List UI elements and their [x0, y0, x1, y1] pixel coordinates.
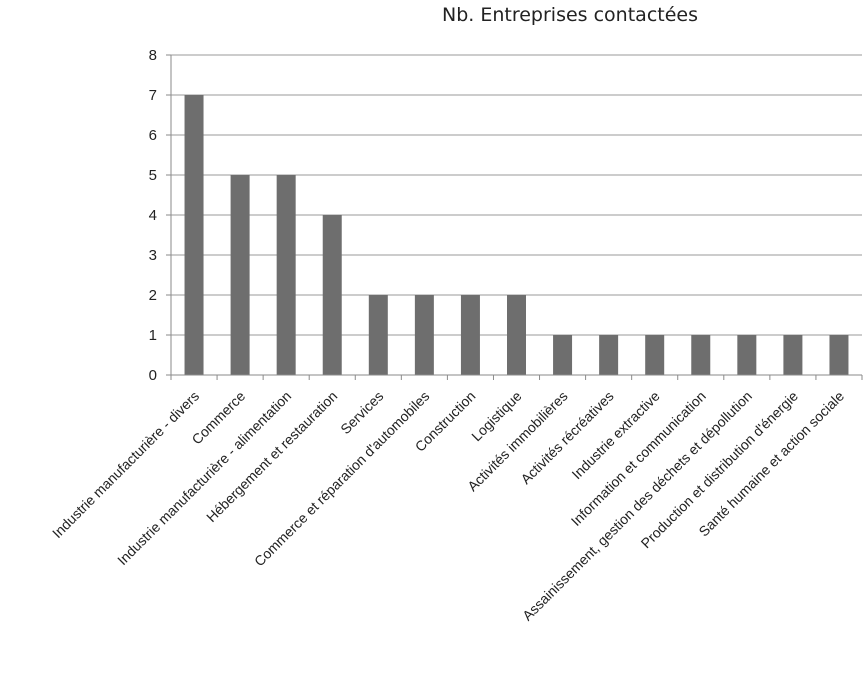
bar	[829, 335, 849, 375]
bar	[783, 335, 803, 375]
y-tick-label: 2	[149, 287, 157, 304]
chart-title: Nb. Entreprises contactées	[442, 4, 698, 26]
y-tick-label: 0	[149, 367, 157, 384]
y-tick-label: 8	[149, 47, 157, 64]
bar	[737, 335, 757, 375]
bar	[184, 95, 204, 375]
bar	[553, 335, 573, 375]
x-tick-label: Industrie manufacturière - divers	[49, 388, 202, 541]
y-tick-label: 4	[149, 207, 157, 224]
bar	[414, 295, 434, 375]
bar	[276, 175, 296, 375]
y-tick-label: 5	[149, 167, 157, 184]
bar	[691, 335, 711, 375]
bar	[460, 295, 480, 375]
bar	[507, 295, 526, 375]
y-tick-label: 3	[149, 247, 157, 264]
x-tick-label: Industrie extractive	[568, 388, 663, 483]
y-tick-label: 6	[149, 127, 157, 144]
y-tick-label: 1	[149, 327, 157, 344]
bar	[645, 335, 665, 375]
bar	[230, 175, 250, 375]
bar	[368, 295, 388, 375]
bar	[599, 335, 619, 375]
y-tick-label: 7	[149, 87, 157, 104]
bar	[322, 215, 342, 375]
